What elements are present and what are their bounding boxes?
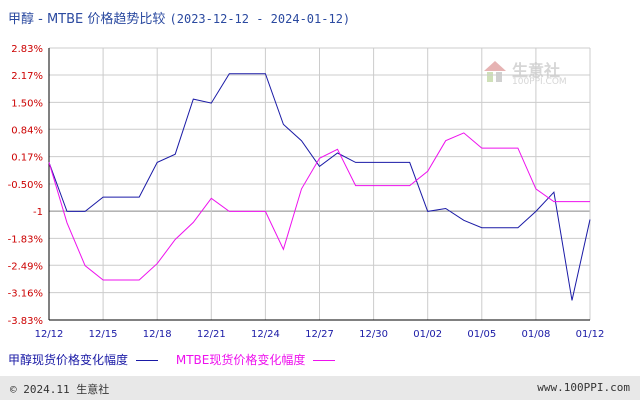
y-tick-label: -1.83% <box>8 234 43 245</box>
chart-title-range: (2023-12-12 - 2024-01-12) <box>169 12 351 26</box>
y-tick-label: -0.50% <box>8 180 43 191</box>
footer-site-link[interactable]: www.100PPI.com <box>537 381 630 394</box>
x-tick-label: 12/30 <box>359 329 388 340</box>
y-tick-label: -1 <box>33 207 43 218</box>
chart-title: 甲醇 - MTBE 价格趋势比较 (2023-12-12 - 2024-01-1… <box>8 8 350 27</box>
legend-item-series-1: 甲醇现货价格变化幅度 <box>8 351 159 368</box>
legend-swatch-series-2 <box>313 360 336 361</box>
y-tick-label: -3.83% <box>8 316 43 327</box>
x-tick-label: 01/05 <box>467 329 496 340</box>
y-tick-label: 1.50% <box>11 98 43 109</box>
x-tick-label: 12/12 <box>35 329 64 340</box>
x-tick-label: 12/18 <box>143 329 172 340</box>
chart-title-main: 甲醇 - MTBE 价格趋势比较 <box>8 12 166 27</box>
series-line-2 <box>48 132 590 281</box>
y-tick-label: 0.84% <box>11 125 43 136</box>
footer-copyright: © 2024.11 生意社 <box>10 383 110 396</box>
line-chart: 2.83% 2.17% 1.50% 0.84% 0.17% -0.50% -1 -1.83% -… <box>8 44 605 340</box>
legend-swatch-series-1 <box>136 360 159 361</box>
y-tick-label: 2.83% <box>11 44 43 55</box>
x-tick-label: 12/15 <box>89 329 118 340</box>
x-tick-label: 12/27 <box>305 329 334 340</box>
legend: 甲醇现货价格变化幅度 MTBE现货价格变化幅度 <box>8 351 349 368</box>
legend-label-series-2: MTBE现货价格变化幅度 <box>175 353 306 367</box>
x-tick-label: 01/08 <box>521 329 550 340</box>
legend-label-series-1: 甲醇现货价格变化幅度 <box>8 353 129 367</box>
watermark-sub: 100PPI.COM <box>512 77 567 87</box>
watermark-logo-icon <box>484 61 506 82</box>
y-tick-label: 2.17% <box>11 71 43 82</box>
x-tick-label: 01/02 <box>413 329 442 340</box>
x-tick-label: 01/12 <box>576 329 605 340</box>
y-tick-label: 0.17% <box>11 153 43 164</box>
series-line-1 <box>48 73 591 301</box>
x-tick-label: 12/24 <box>251 329 280 340</box>
y-tick-label: -3.16% <box>8 289 43 300</box>
footer: © 2024.11 生意社 www.100PPI.com <box>0 376 640 400</box>
x-tick-label: 12/21 <box>197 329 226 340</box>
y-tick-label: -2.49% <box>8 261 43 272</box>
legend-item-series-2: MTBE现货价格变化幅度 <box>176 351 336 368</box>
